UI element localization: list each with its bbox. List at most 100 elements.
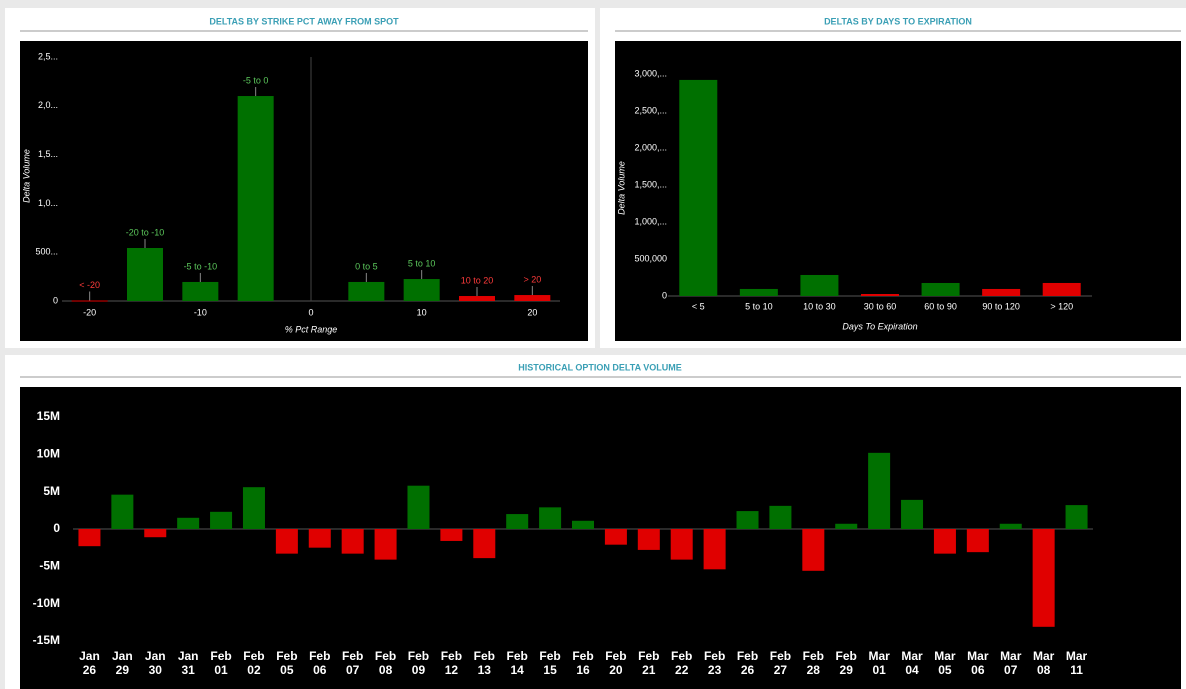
bar <box>407 485 430 529</box>
bar <box>802 529 825 571</box>
x-tick-label: Jan 31 <box>177 649 199 677</box>
bar <box>275 529 298 554</box>
y-tick-label: 0 <box>53 521 60 535</box>
bar <box>736 511 759 529</box>
x-tick-label: 10 <box>417 307 427 317</box>
bar <box>242 487 265 529</box>
x-axis-label: Days To Expiration <box>842 321 917 331</box>
bar <box>966 529 989 553</box>
bar <box>703 529 726 570</box>
y-tick-label: 1,0... <box>38 198 58 208</box>
bar <box>182 281 219 301</box>
bar <box>933 529 956 554</box>
x-tick-label: 20 <box>527 307 537 317</box>
bar <box>348 281 385 301</box>
plot-area <box>20 387 1181 689</box>
y-tick-label: 1,5... <box>38 149 58 159</box>
x-tick-label: Mar 11 <box>1065 649 1088 677</box>
bar <box>982 288 1021 296</box>
bar <box>144 529 167 538</box>
x-tick-label: Feb 13 <box>473 649 495 677</box>
plot-area <box>20 41 588 341</box>
x-tick-label: Feb 01 <box>210 649 232 677</box>
bar <box>800 274 839 296</box>
x-tick-label: Feb 28 <box>802 649 824 677</box>
y-tick-label: 500,000 <box>634 253 667 263</box>
x-tick-label: Jan 29 <box>112 649 133 677</box>
bar <box>539 507 562 529</box>
bar <box>921 282 960 296</box>
bar <box>769 505 792 529</box>
y-tick-label: -5M <box>39 559 60 573</box>
bar <box>679 79 718 296</box>
x-tick-label: -20 <box>83 307 96 317</box>
bar <box>403 279 440 301</box>
bar <box>473 529 496 559</box>
x-tick-label: < 5 <box>692 301 705 311</box>
x-tick-label: Feb 20 <box>605 649 627 677</box>
panel-title: HISTORICAL OPTION DELTA VOLUME <box>518 362 682 372</box>
panel-title: DELTAS BY STRIKE PCT AWAY FROM SPOT <box>209 16 399 26</box>
bar <box>1042 282 1081 296</box>
bar <box>670 529 693 560</box>
x-tick-label: -10 <box>194 307 207 317</box>
y-tick-label: 2,5... <box>38 51 58 61</box>
x-tick-label: Feb 02 <box>243 649 265 677</box>
x-tick-label: > 120 <box>1050 301 1073 311</box>
x-tick-label: Feb 16 <box>572 649 594 677</box>
bar <box>237 96 274 301</box>
x-tick-label: Feb 12 <box>440 649 463 677</box>
data-label: -5 to -10 <box>184 261 218 271</box>
x-tick-label: Mar 06 <box>967 649 989 677</box>
x-tick-label: Feb 07 <box>342 649 364 677</box>
bar <box>868 452 891 529</box>
bar <box>572 520 594 529</box>
bar <box>739 288 778 296</box>
data-label: 0 to 5 <box>355 261 378 271</box>
bar <box>111 494 134 529</box>
y-tick-label: 2,000,... <box>634 142 667 152</box>
bar <box>1065 505 1088 529</box>
x-tick-label: Feb 27 <box>769 649 792 677</box>
bar <box>506 514 529 529</box>
x-tick-label: Feb 21 <box>638 649 660 677</box>
bar <box>835 523 858 529</box>
x-tick-label: 0 <box>308 307 313 317</box>
x-tick-label: Jan 30 <box>144 649 166 677</box>
x-tick-label: Feb 22 <box>671 649 693 677</box>
x-axis-label: % Pct Range <box>285 324 338 334</box>
bar <box>341 529 364 554</box>
y-tick-label: 15M <box>37 409 60 423</box>
data-label: 10 to 20 <box>461 275 494 285</box>
x-tick-label: 10 to 30 <box>803 301 836 311</box>
y-tick-label: -15M <box>33 633 60 647</box>
bar <box>999 523 1022 529</box>
bar <box>374 529 397 560</box>
bar <box>308 529 331 548</box>
y-tick-label: 0 <box>662 290 667 300</box>
data-label: -5 to 0 <box>243 75 269 85</box>
x-tick-label: Mar 08 <box>1032 649 1055 677</box>
x-tick-label: Feb 14 <box>506 649 528 677</box>
bar <box>637 529 660 550</box>
y-tick-label: 1,500,... <box>634 179 667 189</box>
y-tick-label: 500... <box>35 247 58 257</box>
panel-title: DELTAS BY DAYS TO EXPIRATION <box>824 16 972 26</box>
x-tick-label: 30 to 60 <box>864 301 897 311</box>
bar <box>78 529 101 547</box>
x-tick-label: Feb 09 <box>407 649 430 677</box>
bar <box>861 294 899 296</box>
data-label: < -20 <box>79 280 100 290</box>
bar <box>459 296 495 301</box>
y-tick-label: 5M <box>43 484 60 498</box>
bar <box>210 511 233 529</box>
data-label: > 20 <box>523 274 541 284</box>
y-axis-label: Delta Volume <box>616 161 626 215</box>
x-tick-label: Feb 26 <box>736 649 759 677</box>
data-label: 5 to 10 <box>408 258 436 268</box>
y-tick-label: 0 <box>53 295 58 305</box>
y-axis-label: Delta Volume <box>21 149 31 203</box>
y-tick-label: -10M <box>33 596 60 610</box>
y-tick-label: 2,0... <box>38 100 58 110</box>
